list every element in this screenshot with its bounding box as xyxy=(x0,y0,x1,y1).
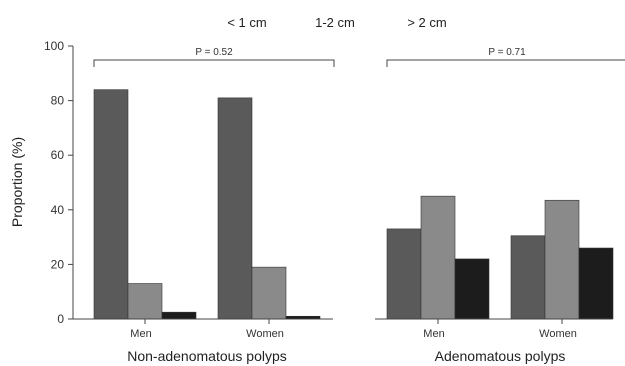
legend-item-1: 1-2 cm xyxy=(315,15,355,30)
x-tick-label: Men xyxy=(423,328,444,340)
legend-item-0: < 1 cm xyxy=(227,15,266,30)
x-tick-label: Women xyxy=(539,328,577,340)
y-tick-label: 60 xyxy=(51,148,65,162)
significance-bracket xyxy=(93,59,335,67)
bar-adenomatous-polyps-men-s1 xyxy=(420,195,456,320)
x-tick-label: Men xyxy=(130,328,151,340)
y-tick-label: 100 xyxy=(44,39,64,53)
significance-brackets: P = 0.52 P = 0.71 xyxy=(93,47,625,67)
y-tick-label: 40 xyxy=(51,203,65,217)
bar-adenomatous-polyps-men-s2 xyxy=(454,258,490,320)
bar-adenomatous-polyps-women-s0 xyxy=(510,235,546,320)
y-tick-label: 80 xyxy=(51,94,65,108)
bar-adenomatous-polyps-women-s1 xyxy=(544,199,580,320)
y-tick-label: 20 xyxy=(51,257,65,271)
significance-bracket xyxy=(386,59,625,67)
bars xyxy=(93,89,614,320)
y-tick-label: 0 xyxy=(57,312,64,326)
y-axis: 0 20 40 60 80 100 xyxy=(44,39,74,326)
x-axis: Men Women Non-adenomatous polyps Men Women Ad… xyxy=(73,318,612,364)
bar-adenomatous-polyps-men-s0 xyxy=(386,228,422,320)
legend-item-2: > 2 cm xyxy=(407,15,446,30)
p-value-label: P = 0.71 xyxy=(488,47,526,58)
y-axis-label: Proportion (%) xyxy=(9,137,25,227)
p-value-label: P = 0.52 xyxy=(195,47,233,58)
bar-non-adenomatous-polyps-men-s2 xyxy=(161,311,197,320)
bar-non-adenomatous-polyps-women-s1 xyxy=(251,266,287,320)
x-tick-label: Women xyxy=(246,328,284,340)
group-label: Adenomatous polyps xyxy=(435,348,566,364)
bar-non-adenomatous-polyps-women-s0 xyxy=(217,97,253,320)
bar-non-adenomatous-polyps-men-s0 xyxy=(93,89,129,320)
group-label: Non-adenomatous polyps xyxy=(127,348,287,364)
bar-adenomatous-polyps-women-s2 xyxy=(578,247,614,320)
bar-non-adenomatous-polyps-men-s1 xyxy=(127,283,163,320)
legend: < 1 cm 1-2 cm > 2 cm xyxy=(227,15,446,30)
